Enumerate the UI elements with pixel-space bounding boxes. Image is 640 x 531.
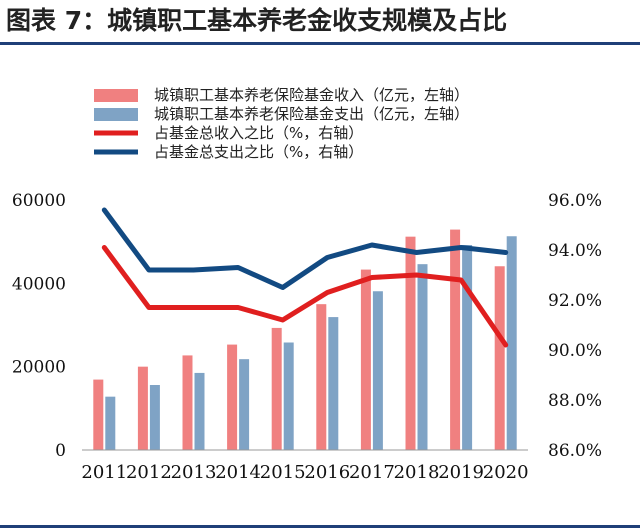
bar-expense-2018 <box>417 264 428 450</box>
legend-swatch-2 <box>94 108 138 121</box>
y-left-tick-60000: 60000 <box>12 191 66 211</box>
legend-label-2: 城镇职工基本养老保险基金支出（亿元，左轴） <box>154 105 469 123</box>
y-right-tick-86.0%: 86.0% <box>548 441 602 461</box>
bar-income-2017 <box>360 269 371 450</box>
x-tick-2013: 2013 <box>171 462 217 483</box>
bar-income-2015 <box>271 327 282 450</box>
x-tick-2018: 2018 <box>394 462 440 483</box>
x-tick-2016: 2016 <box>304 462 350 483</box>
bar-expense-2014 <box>239 359 250 450</box>
bar-income-2019 <box>450 229 461 450</box>
bar-expense-2015 <box>283 342 294 450</box>
bar-expense-2017 <box>372 291 383 450</box>
y-right-tick-88.0%: 88.0% <box>548 391 602 411</box>
bar-expense-2016 <box>328 317 339 450</box>
chart-title: 图表 7：城镇职工基本养老金收支规模及占比 <box>6 6 508 35</box>
x-tick-2012: 2012 <box>126 462 172 483</box>
y-left-tick-20000: 20000 <box>12 358 66 378</box>
x-tick-2020: 2020 <box>483 462 529 483</box>
title-rule <box>0 42 640 45</box>
y-right-tick-96.0%: 96.0% <box>548 191 602 211</box>
line-expense-share <box>101 207 509 290</box>
y-right-tick-90.0%: 90.0% <box>548 341 602 361</box>
bar-income-2018 <box>405 236 416 450</box>
line-income-share <box>101 245 509 348</box>
legend-swatch-1 <box>94 89 138 102</box>
bar-income-2011 <box>93 379 104 450</box>
bar-income-2020 <box>494 266 505 450</box>
x-tick-2015: 2015 <box>260 462 306 483</box>
bar-expense-2011 <box>105 396 116 450</box>
bar-expense-2020 <box>506 236 517 450</box>
legend: 城镇职工基本养老保险基金收入（亿元，左轴）城镇职工基本养老保险基金支出（亿元，左… <box>94 86 469 161</box>
legend-label-4: 占基金总支出之比（%，右轴） <box>154 143 363 161</box>
bottom-rule <box>0 525 640 528</box>
y-right-tick-94.0%: 94.0% <box>548 241 602 261</box>
y-left-tick-0: 0 <box>55 441 66 461</box>
bar-expense-2019 <box>462 245 473 450</box>
y-right-tick-92.0%: 92.0% <box>548 291 602 311</box>
bar-expense-2012 <box>149 385 160 450</box>
bar-income-2013 <box>182 355 193 450</box>
bar-income-2012 <box>137 366 148 450</box>
x-tick-2011: 2011 <box>81 462 127 483</box>
bar-income-2014 <box>227 344 238 450</box>
x-tick-2014: 2014 <box>215 462 261 483</box>
legend-label-1: 城镇职工基本养老保险基金收入（亿元，左轴） <box>154 86 469 104</box>
axes: 2011201220132014201520162017201820192020… <box>12 191 602 483</box>
bars <box>93 229 517 450</box>
x-tick-2017: 2017 <box>349 462 395 483</box>
x-tick-2019: 2019 <box>438 462 484 483</box>
lines <box>101 207 509 348</box>
y-left-tick-40000: 40000 <box>12 274 66 294</box>
bar-income-2016 <box>316 304 327 450</box>
bar-expense-2013 <box>194 372 205 450</box>
legend-label-3: 占基金总收入之比（%，右轴） <box>154 124 363 142</box>
